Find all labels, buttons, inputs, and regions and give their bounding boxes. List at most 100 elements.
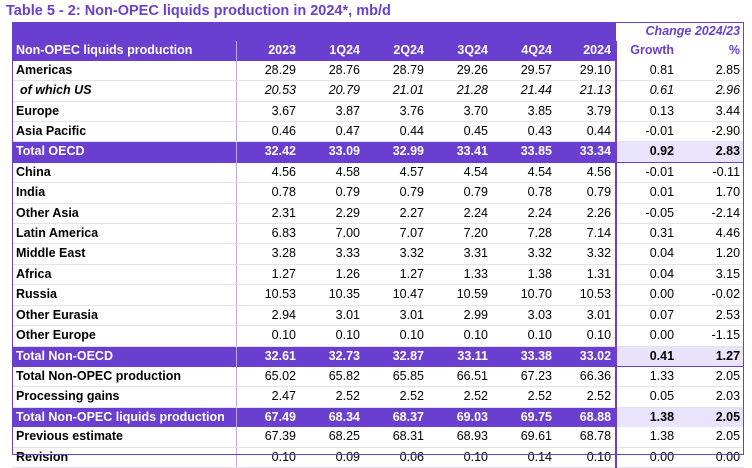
table-cell: 21.44 [492, 80, 556, 102]
table-cell: 2.24 [428, 203, 492, 225]
column-header: 4Q24 [492, 41, 556, 61]
table-row: Americas 28.29 28.76 28.79 29.26 29.57 29.10 0.… [12, 60, 745, 82]
table-cell: 6.83 [236, 223, 300, 245]
table-cell: 1.38 [492, 264, 556, 286]
table-cell: 7.14 [556, 223, 617, 245]
table-cell: 1.27 [678, 346, 745, 367]
table-cell: 1.38 [615, 407, 679, 428]
table-cell: 10.35 [300, 284, 364, 306]
table-cell: 1.33 [615, 365, 679, 388]
table-cell: 1.31 [556, 264, 617, 286]
row-label: Middle East [12, 243, 237, 265]
row-label: Other Europe [12, 325, 237, 347]
table-cell: 10.59 [428, 284, 492, 306]
table-cell: 20.79 [300, 80, 364, 102]
table-cell: 0.06 [364, 447, 428, 468]
table-cell: 32.87 [364, 346, 428, 367]
table-cell: 66.51 [428, 365, 492, 388]
table-cell: 68.88 [556, 407, 617, 428]
column-header: 2024 [556, 41, 617, 61]
table-cell: 32.73 [300, 346, 364, 367]
table-cell: 3.67 [236, 101, 300, 123]
table-cell: 69.03 [428, 407, 492, 428]
table-cell: 33.02 [556, 346, 617, 367]
row-label: Revision [12, 447, 237, 468]
table-cell: 10.53 [556, 284, 617, 306]
column-header: % [728, 43, 741, 58]
table-cell: 0.10 [556, 325, 617, 347]
table-cell: 0.00 [615, 447, 679, 468]
table-cell: 69.75 [492, 407, 556, 428]
row-label: Processing gains [12, 386, 237, 408]
row-label: Asia Pacific [12, 121, 237, 143]
table-cell: 0.01 [615, 182, 679, 204]
table-cell: 2.05 [678, 427, 745, 448]
table-cell: 3.01 [300, 305, 364, 327]
table-cell: 3.70 [428, 101, 492, 123]
table-body: Americas 28.29 28.76 28.79 29.26 29.57 29.10 0.… [12, 60, 745, 468]
table-cell: 7.07 [364, 223, 428, 245]
table-cell: 2.85 [678, 60, 745, 82]
total-row: Total OECD 32.42 33.09 32.99 33.41 33.85 33.34… [12, 141, 745, 163]
table-cell: 4.56 [556, 161, 617, 184]
table-cell: 10.47 [364, 284, 428, 306]
table-title: Table 5 - 2: Non-OPEC liquids production… [6, 3, 391, 19]
row-label: Other Eurasia [12, 305, 237, 327]
table-cell: 3.76 [364, 101, 428, 123]
table-cell: 33.38 [492, 346, 556, 367]
table-row: Latin America 6.83 7.00 7.07 7.20 7.28 7.14 0.3… [12, 223, 745, 245]
table-cell: 3.85 [492, 101, 556, 123]
table-cell: 4.54 [428, 161, 492, 184]
column-header: 2Q24 [364, 41, 428, 61]
table-cell: 29.57 [492, 60, 556, 82]
table-cell: 3.44 [678, 101, 745, 123]
table-cell: 2.26 [556, 203, 617, 225]
row-label: Total OECD [12, 141, 237, 163]
table-row: China 4.56 4.58 4.57 4.54 4.54 4.56 -0.01 -0.11 [12, 161, 745, 184]
table-row: Africa 1.27 1.26 1.27 1.33 1.38 1.31 0.04 3.15 [12, 264, 745, 286]
table-cell: 0.79 [428, 182, 492, 204]
row-label: Total Non-OPEC liquids production [12, 407, 237, 428]
table-cell: 21.13 [556, 80, 617, 102]
table-cell: 3.32 [556, 243, 617, 265]
table-cell: 33.85 [492, 141, 556, 163]
row-label: Other Asia [12, 203, 237, 225]
table-cell: 67.49 [236, 407, 300, 428]
table-cell: 2.52 [364, 386, 428, 408]
table-cell: 3.32 [364, 243, 428, 265]
table-cell: 2.52 [428, 386, 492, 408]
table-row: Total Non-OPEC production 65.02 65.82 65.85… [12, 365, 745, 388]
table-cell: 0.92 [615, 141, 679, 163]
table-cell: 67.23 [492, 365, 556, 388]
row-label: Africa [12, 264, 237, 286]
table-cell: 10.53 [236, 284, 300, 306]
table-cell: 0.78 [236, 182, 300, 204]
header-row-change: Change 2024/23 [12, 22, 744, 42]
table-cell: 0.10 [492, 325, 556, 347]
table-cell: 0.04 [615, 264, 679, 286]
table-cell: 1.20 [678, 243, 745, 265]
table-cell: 68.37 [364, 407, 428, 428]
table-cell: 33.11 [428, 346, 492, 367]
table-row: Asia Pacific 0.46 0.47 0.44 0.45 0.43 0.44 -0.0… [12, 121, 745, 143]
column-header: 2023 [236, 41, 300, 61]
table-cell: 2.24 [492, 203, 556, 225]
table-cell: 4.46 [678, 223, 745, 245]
header-blank [12, 22, 236, 42]
table-cell: 20.53 [236, 80, 300, 102]
table-cell: 0.61 [615, 80, 679, 102]
table-cell: 0.13 [615, 101, 679, 123]
table-cell: 0.00 [615, 325, 679, 347]
table-cell: 0.79 [300, 182, 364, 204]
table-cell: 0.45 [428, 121, 492, 143]
table-cell: 68.25 [300, 427, 364, 448]
table-cell: 0.44 [364, 121, 428, 143]
table-cell: -0.02 [678, 284, 745, 306]
table-cell: 2.31 [236, 203, 300, 225]
table-cell: 0.10 [364, 325, 428, 347]
table-cell: 32.99 [364, 141, 428, 163]
table-cell: 2.94 [236, 305, 300, 327]
header-row-columns: Non-OPEC liquids production 2023 1Q24 2Q24… [12, 41, 744, 61]
table-cell: 29.26 [428, 60, 492, 82]
table-cell: 2.27 [364, 203, 428, 225]
